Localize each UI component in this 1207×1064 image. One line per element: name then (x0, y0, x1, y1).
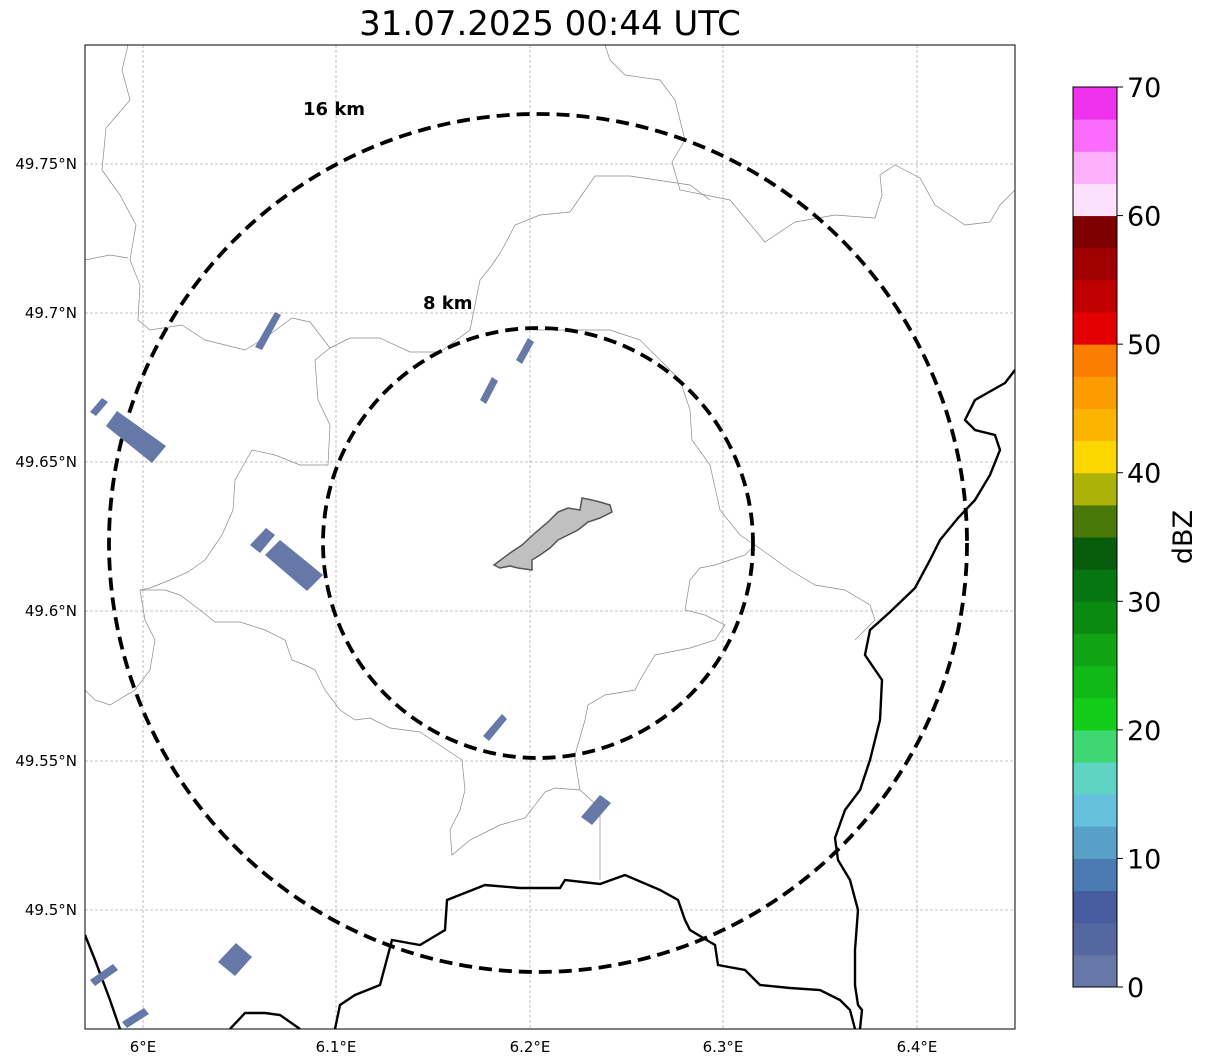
colorbar-ticks: 0 10 20 30 40 50 60 70 (1117, 73, 1161, 1004)
map-area: 16 km 8 km (85, 45, 1015, 1029)
colorbar-tick-label: 10 (1127, 844, 1161, 875)
colorbar-segment (1073, 922, 1117, 956)
colorbar-segment (1073, 151, 1117, 184)
colorbar-segment (1073, 665, 1117, 699)
lat-tick-label: 49.65°N (15, 453, 77, 471)
colorbar-segment (1073, 504, 1117, 538)
echo-cell (106, 411, 166, 463)
colorbar-unit-label: dBZ (1168, 510, 1199, 564)
colorbar-segment (1073, 408, 1117, 442)
colorbar-segment (1073, 890, 1117, 924)
range-rings (107, 112, 969, 974)
echo-cell (483, 714, 507, 741)
colorbar-segment (1073, 215, 1117, 249)
radar-echoes (90, 312, 611, 1028)
echo-cell (265, 540, 323, 591)
colorbar-segment (1073, 826, 1117, 859)
colorbar-segment (1073, 858, 1117, 892)
colorbar-segment (1073, 119, 1117, 152)
lat-tick-label: 49.6°N (25, 602, 77, 620)
lon-tick-label: 6.2°E (510, 1038, 551, 1056)
lat-tick-labels: 49.75°N 49.7°N 49.65°N 49.6°N 49.55°N 49… (15, 155, 77, 919)
colorbar-segment (1073, 344, 1117, 377)
admin-boundaries (85, 45, 1015, 880)
colorbar-segment (1073, 537, 1117, 570)
echo-cell (480, 377, 498, 404)
lon-tick-label: 6.1°E (316, 1038, 357, 1056)
lat-tick-label: 49.75°N (15, 155, 77, 173)
range-ring-8km (321, 326, 755, 760)
ring-label-16km: 16 km (303, 99, 365, 120)
colorbar-tick-label: 70 (1127, 73, 1161, 104)
colorbar-segment (1073, 954, 1117, 988)
colorbar-segment (1073, 569, 1117, 602)
colorbar-segment (1073, 697, 1117, 731)
colorbar-segment (1073, 729, 1117, 763)
echo-cell (90, 398, 108, 416)
colorbar-segment (1073, 87, 1117, 120)
colorbar-segment (1073, 633, 1117, 667)
map-frame (84, 44, 1016, 1030)
colorbar-frame (1072, 86, 1118, 988)
echo-cell (255, 312, 281, 350)
colorbar: 0 10 20 30 40 50 60 70 dBZ (1072, 73, 1199, 1004)
colorbar-segment (1073, 247, 1117, 281)
colorbar-tick-label: 30 (1127, 587, 1161, 618)
colorbar-segment (1073, 312, 1117, 345)
colorbar-tick-label: 60 (1127, 202, 1161, 233)
lon-tick-label: 6.4°E (897, 1038, 938, 1056)
ring-label-8km: 8 km (423, 293, 473, 314)
lon-tick-labels: 6°E 6.1°E 6.2°E 6.3°E 6.4°E (130, 1038, 938, 1056)
colorbar-segment (1073, 440, 1117, 474)
colorbar-segment (1073, 601, 1117, 634)
colorbar-segment (1073, 376, 1117, 409)
lon-tick-label: 6.3°E (703, 1038, 744, 1056)
colorbar-segment (1073, 762, 1117, 795)
colorbar-tick-label: 0 (1127, 973, 1144, 1004)
lat-tick-label: 49.55°N (15, 752, 77, 770)
lat-tick-label: 49.7°N (25, 304, 77, 322)
colorbar-segment (1073, 279, 1117, 313)
range-ring-16km (107, 112, 969, 974)
colorbar-segment (1073, 183, 1117, 217)
echo-cell (581, 795, 611, 825)
gridlines (85, 45, 1015, 1029)
colorbar-segment (1073, 794, 1117, 827)
colorbar-tick-label: 40 (1127, 459, 1161, 490)
lon-tick-label: 6°E (130, 1038, 157, 1056)
colorbar-tick-label: 20 (1127, 716, 1161, 747)
map-title: 31.07.2025 00:44 UTC (359, 4, 741, 44)
echo-cell (218, 943, 252, 976)
colorbar-tick-label: 50 (1127, 330, 1161, 361)
colorbar-segment (1073, 472, 1117, 506)
echo-cell (90, 964, 118, 986)
national-borders (85, 369, 1015, 1029)
colorbar-segments (1073, 87, 1117, 988)
city-area (492, 497, 613, 571)
lat-tick-label: 49.5°N (25, 901, 77, 919)
echo-cell (250, 528, 275, 553)
echo-cell (122, 1008, 149, 1028)
echo-cell (516, 338, 534, 364)
